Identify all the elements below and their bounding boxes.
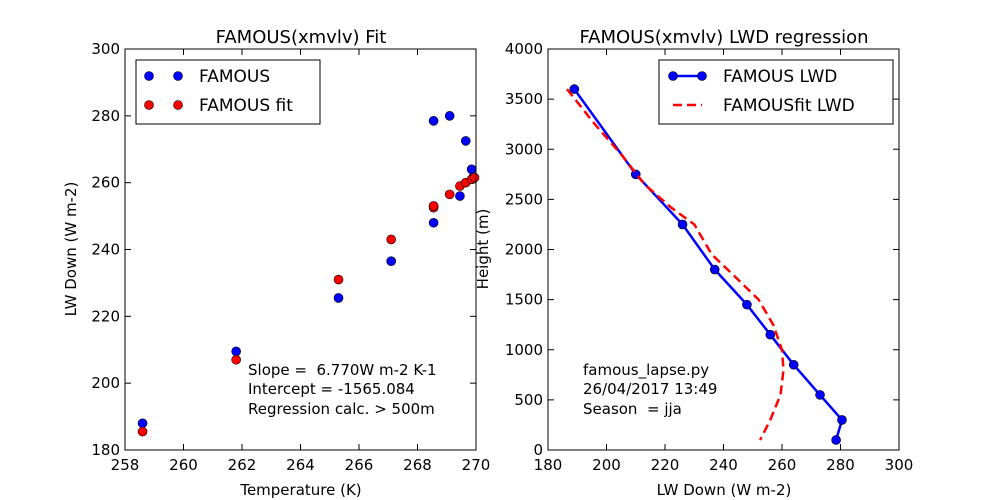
- annotation-intercept: Intercept = -1565.084: [248, 380, 415, 398]
- famous-fit-point: [137, 426, 148, 437]
- y-tick-label: 3500: [505, 90, 543, 108]
- famous-lwd-point: [788, 359, 799, 370]
- legend-famous-marker: [173, 71, 183, 81]
- famous-point: [428, 116, 439, 126]
- regression-plot-frame: [547, 48, 900, 451]
- legend-famous-fit-label: FAMOUS fit: [199, 96, 293, 116]
- x-tick-label: 260: [169, 456, 198, 474]
- annotation-regression-range: Regression calc. > 500m: [248, 400, 435, 418]
- famous-lwd-point: [815, 390, 825, 400]
- scatter-marks: [137, 111, 480, 437]
- famous-point: [428, 217, 439, 228]
- annotation-season: Season = jja: [583, 400, 682, 418]
- y-tick-label: 0: [533, 441, 543, 459]
- legend-famous-marker: [144, 71, 154, 81]
- regression-y-axis-label: Height (m): [474, 209, 492, 290]
- legend-famous-lwd-marker: [668, 71, 678, 81]
- x-tick-label: 240: [709, 456, 738, 474]
- legend-famous-fit-marker: [173, 100, 183, 110]
- famous-point: [444, 111, 455, 121]
- y-tick-label: 500: [514, 391, 543, 409]
- famous-point: [460, 136, 471, 146]
- y-tick-label: 300: [91, 40, 120, 58]
- x-tick-label: 270: [462, 456, 491, 474]
- y-tick-label: 3000: [505, 140, 543, 158]
- y-tick-label: 1000: [505, 341, 543, 359]
- y-tick-label: 280: [91, 107, 120, 125]
- x-tick-label: 200: [592, 456, 621, 474]
- famous-point: [231, 346, 241, 357]
- famous-lwd-line: [573, 88, 844, 441]
- x-tick-label: 220: [651, 456, 680, 474]
- y-tick-label: 200: [91, 374, 120, 392]
- famous-lwd-point: [831, 435, 841, 445]
- y-tick-label: 1500: [505, 291, 543, 309]
- y-tick-label: 220: [91, 307, 120, 325]
- scatter-plot-frame: [124, 48, 477, 451]
- famous-fit-point: [444, 189, 455, 200]
- scatter-x-axis-label: Temperature (K): [239, 481, 361, 499]
- scatter-title: FAMOUS(xmvlv) Fit: [216, 27, 387, 48]
- famous-fit-point: [333, 274, 344, 285]
- scatter-ticks: 258 260 262 264 266 268 270 180 200 220 240 260 280 3…: [91, 40, 490, 474]
- famous-point: [386, 256, 396, 266]
- x-tick-label: 258: [111, 456, 140, 474]
- famous-point: [466, 164, 477, 175]
- legend-famousfit-lwd-label: FAMOUSfit LWD: [723, 96, 855, 116]
- y-tick-label: 2500: [505, 190, 543, 208]
- regression-title: FAMOUS(xmvlv) LWD regression: [579, 27, 868, 48]
- annotation-script-name: famous_lapse.py: [583, 361, 709, 380]
- famous-fit-point: [386, 234, 396, 245]
- famous-fit-point: [469, 172, 480, 183]
- famous-lwd-point: [742, 299, 752, 310]
- famous-lwd-point: [569, 84, 580, 94]
- regression-x-axis-label: LW Down (W m-2): [657, 481, 792, 499]
- legend-famous-lwd-label: FAMOUS LWD: [723, 67, 837, 87]
- x-tick-label: 264: [286, 456, 315, 474]
- famous-lwd-point: [677, 219, 688, 230]
- famous-lwd-point: [837, 415, 847, 425]
- scatter-panel: FAMOUS(xmvlv) Fit Temperature (K) LW Dow…: [62, 27, 490, 499]
- y-tick-label: 4000: [505, 40, 543, 58]
- y-tick-label: 240: [91, 241, 120, 259]
- famous-lwd-point: [765, 329, 776, 340]
- y-tick-label: 2000: [505, 241, 543, 259]
- script-annotation: famous_lapse.py 26/04/2017 13:49 Season …: [583, 361, 717, 418]
- famous-fit-point: [428, 201, 439, 211]
- famousfit-lwd-line: [566, 88, 785, 441]
- scatter-legend: FAMOUS FAMOUS fit: [135, 59, 321, 125]
- famous-lwd-point: [709, 264, 720, 275]
- x-tick-label: 260: [768, 456, 797, 474]
- regression-legend: FAMOUS LWD FAMOUSfit LWD: [658, 59, 894, 125]
- x-tick-label: 268: [403, 456, 432, 474]
- scatter-legend-box: [135, 59, 321, 125]
- regression-marks: [566, 84, 847, 445]
- famous-fit-point: [231, 354, 241, 365]
- x-tick-label: 266: [345, 456, 374, 474]
- x-tick-label: 300: [885, 456, 914, 474]
- x-tick-label: 280: [826, 456, 855, 474]
- x-tick-label: 180: [534, 456, 563, 474]
- annotation-slope: Slope = 6.770W m-2 K-1: [248, 361, 437, 379]
- famous-point: [455, 191, 465, 201]
- legend-famous-label: FAMOUS: [199, 67, 270, 87]
- regression-legend-box: [658, 59, 894, 125]
- legend-famous-fit-marker: [144, 100, 154, 110]
- regression-panel: FAMOUS(xmvlv) LWD regression LW Down (W …: [474, 27, 913, 499]
- y-tick-label: 180: [91, 441, 120, 459]
- x-tick-label: 262: [228, 456, 257, 474]
- y-tick-label: 260: [91, 174, 120, 192]
- famous-point: [333, 293, 344, 303]
- scatter-y-axis-label: LW Down (W m-2): [62, 182, 80, 317]
- regression-annotation: Slope = 6.770W m-2 K-1 Intercept = -1565…: [248, 361, 437, 418]
- regression-ticks: 180 200 220 240 260 280 3000500100015002000250…: [505, 40, 914, 474]
- annotation-timestamp: 26/04/2017 13:49: [583, 380, 717, 398]
- legend-famous-lwd-marker: [697, 71, 707, 81]
- famous-point: [137, 418, 148, 429]
